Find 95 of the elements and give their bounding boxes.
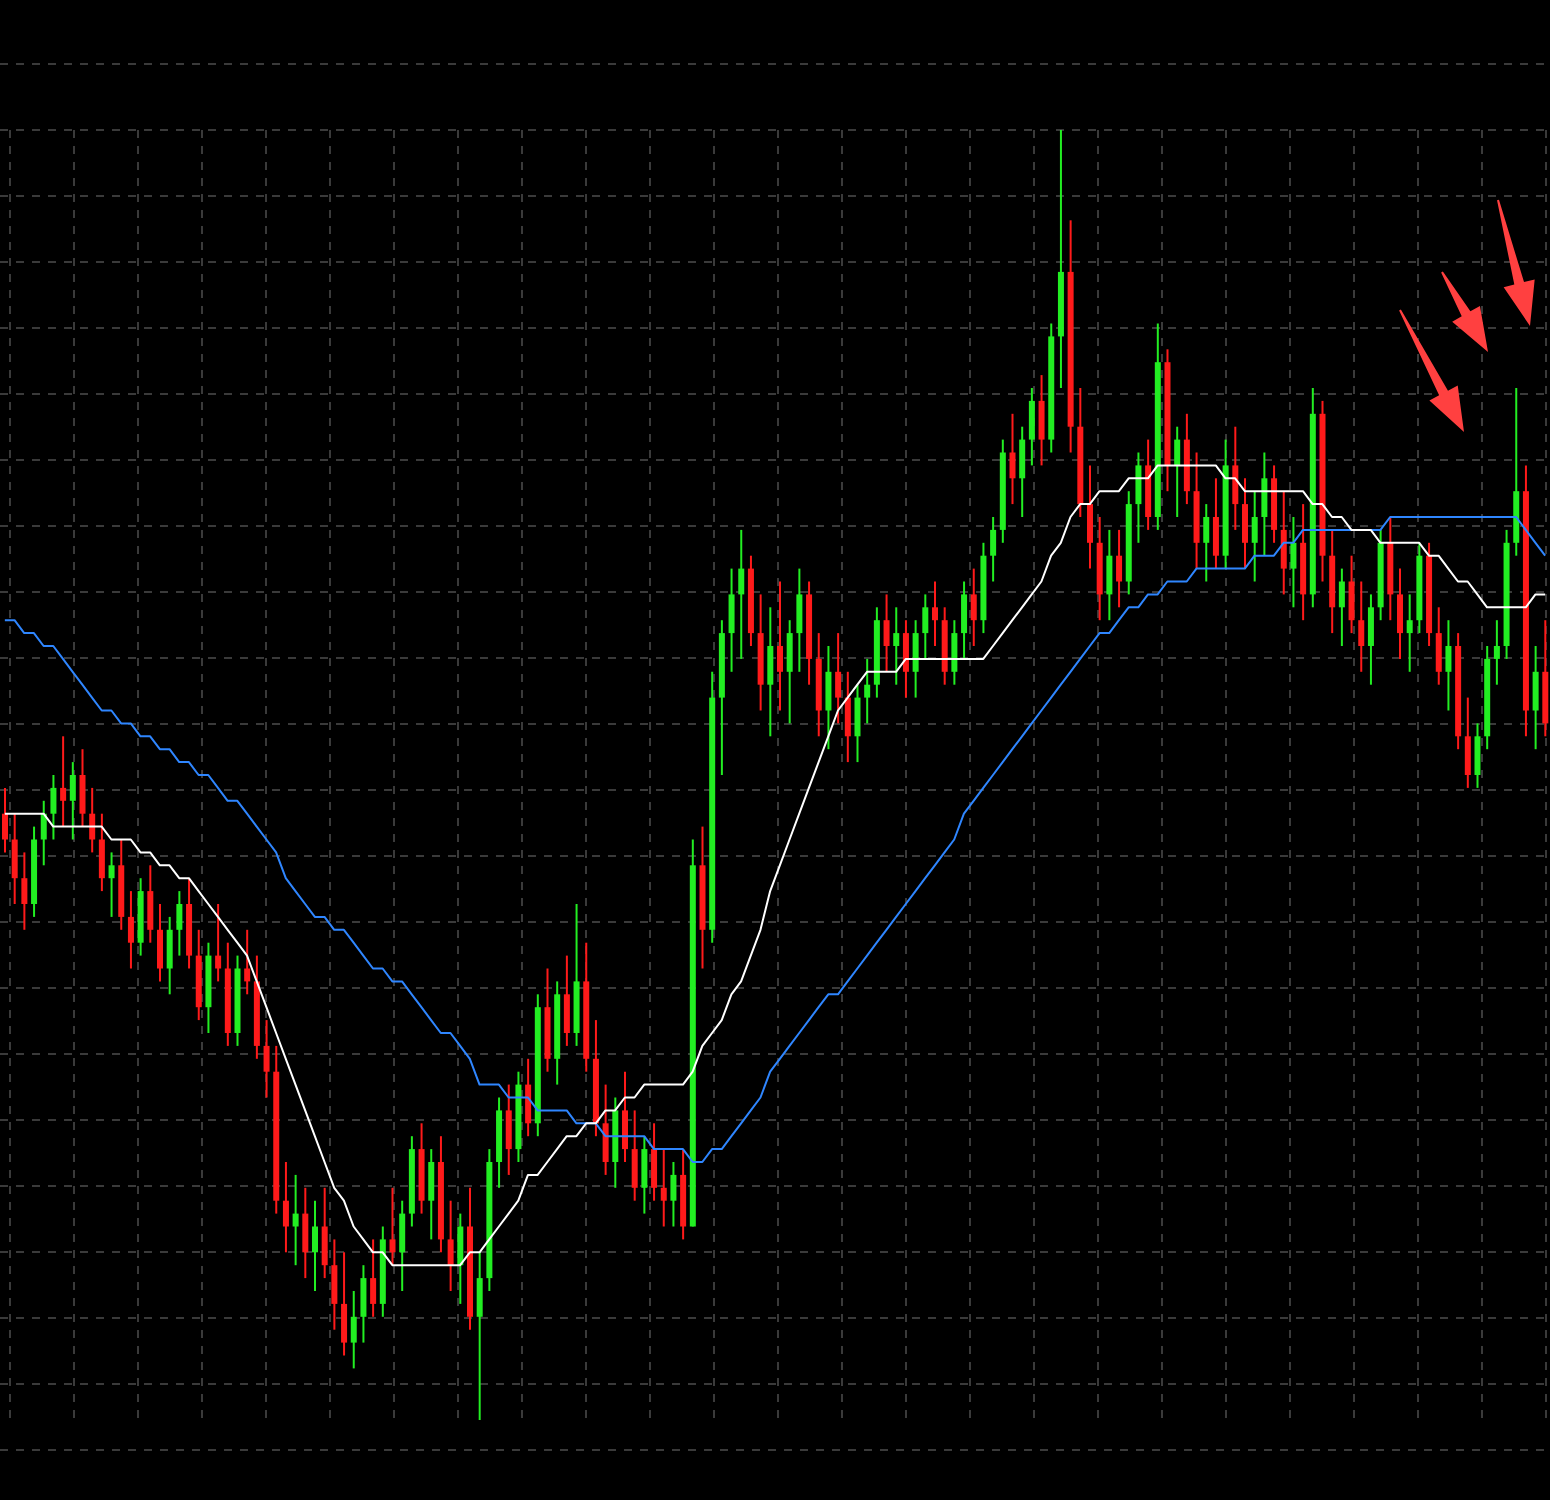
candlestick (777, 580, 783, 712)
candlestick (50, 774, 57, 841)
candlestick (1290, 516, 1297, 609)
candlestick (244, 928, 251, 996)
candlestick (21, 851, 28, 931)
candlestick (651, 1122, 658, 1202)
candlestick (505, 1083, 512, 1176)
candlestick (990, 516, 997, 583)
candlestick (476, 1251, 483, 1420)
candlestick (1348, 554, 1355, 635)
candlestick (79, 748, 86, 828)
candlestick (292, 1173, 299, 1267)
candlestick (176, 890, 183, 957)
candlestick (738, 528, 745, 660)
candlestick (1397, 567, 1403, 660)
candlestick (1087, 464, 1093, 570)
candlestick (350, 1290, 357, 1370)
candlestick (428, 1148, 435, 1241)
candlestick (961, 580, 968, 660)
candlestick (60, 735, 67, 828)
candlestick (796, 567, 803, 673)
candlestick (2, 786, 8, 854)
candlestick (902, 619, 909, 699)
candlestick (1280, 490, 1287, 596)
candlestick (563, 954, 570, 1047)
candlestick (89, 786, 96, 854)
candlestick (825, 645, 832, 751)
candlestick (854, 683, 861, 764)
candlestick (786, 619, 793, 725)
candlestick (108, 851, 115, 918)
candlestick (1028, 387, 1035, 467)
candlestick (312, 1199, 318, 1292)
candlestick (282, 1161, 289, 1254)
candlestick (922, 593, 929, 660)
candlestick (1358, 580, 1365, 673)
candlestick (341, 1251, 348, 1357)
candlestick (883, 593, 890, 673)
candlestick (1116, 528, 1123, 609)
candlestick (360, 1264, 367, 1344)
candlestick (166, 915, 173, 996)
candlestick (370, 1238, 377, 1318)
candlestick (893, 606, 900, 686)
candlestick (331, 1238, 338, 1331)
candlestick (157, 903, 163, 983)
candlestick (1464, 696, 1471, 789)
candlestick (1367, 593, 1374, 686)
candlestick (1232, 425, 1239, 531)
candlestick (11, 812, 18, 905)
candlestick (1435, 606, 1442, 686)
candlestick (69, 761, 76, 841)
candlestick (835, 632, 842, 725)
candlestick (1261, 451, 1268, 557)
candlestick (1174, 425, 1181, 518)
candlestick (1009, 412, 1016, 506)
candlestick (147, 864, 154, 944)
candlestick (263, 1019, 270, 1099)
candlestick (40, 799, 47, 867)
candlestick (447, 1199, 454, 1292)
candlestick (660, 1148, 667, 1228)
candlestick (302, 1186, 309, 1280)
candlestick (1493, 619, 1500, 686)
candlestick (641, 1135, 648, 1215)
candlestick (864, 657, 871, 725)
candlestick (127, 890, 134, 970)
candlestick (1242, 477, 1248, 570)
candlestick (1338, 567, 1345, 647)
candlestick (912, 619, 919, 699)
candlestick (728, 567, 735, 673)
candlestick (399, 1199, 406, 1292)
candlestick (1532, 645, 1539, 751)
candlestick (932, 580, 938, 647)
candlestick (1474, 722, 1481, 789)
candlestick (1203, 503, 1210, 583)
candlestick (1445, 619, 1452, 712)
candlestick (321, 1186, 328, 1280)
candlestick (951, 619, 958, 686)
candlestick (457, 1212, 464, 1305)
candlestick (670, 1161, 677, 1228)
candlestick (622, 1070, 628, 1163)
candlestick (844, 670, 851, 764)
candlestick (631, 1109, 638, 1202)
candlestick (389, 1186, 396, 1267)
candlestick (98, 812, 105, 893)
candlestick (525, 1057, 532, 1138)
candlestick (767, 606, 774, 738)
candlestick (970, 567, 977, 647)
candlestick (1406, 593, 1413, 673)
candlestick (1212, 477, 1219, 570)
candlestick (215, 903, 222, 983)
candlestick (602, 1083, 609, 1176)
candlestick (1019, 425, 1026, 518)
candlestick (1251, 490, 1258, 583)
candlestick (1135, 451, 1142, 544)
candlestick (1038, 374, 1045, 467)
candlestick (1106, 528, 1113, 622)
